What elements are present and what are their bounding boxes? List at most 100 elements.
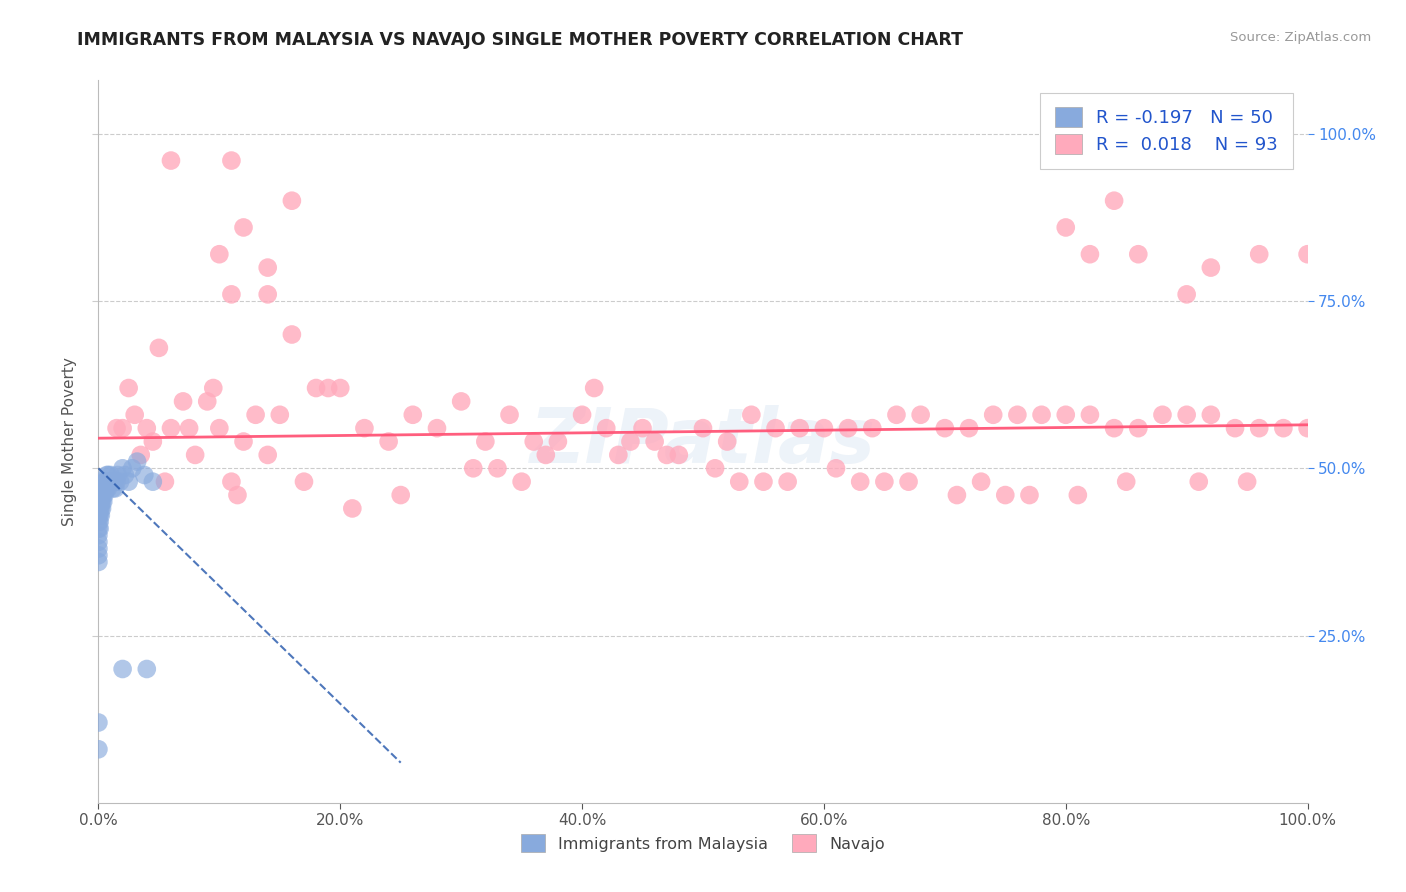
Point: [1296, 421, 1319, 435]
Point: [142, 434, 165, 449]
Point: [124, 408, 146, 422]
Point: [87, 715, 110, 730]
Point: [89, 515, 111, 529]
Point: [91, 494, 114, 508]
Point: [1188, 475, 1211, 489]
Point: [426, 421, 449, 435]
Point: [91, 488, 114, 502]
Point: [353, 421, 375, 435]
Point: [860, 421, 883, 435]
Point: [692, 421, 714, 435]
Point: [1007, 408, 1029, 422]
Point: [104, 482, 127, 496]
Point: [111, 421, 134, 435]
Point: [292, 475, 315, 489]
Point: [89, 494, 111, 508]
Point: [1128, 421, 1150, 435]
Point: [87, 521, 110, 535]
Point: [595, 421, 617, 435]
Point: [245, 408, 267, 422]
Point: [873, 475, 896, 489]
Point: [728, 475, 751, 489]
Point: [96, 467, 118, 482]
Point: [94, 475, 117, 489]
Point: [776, 475, 799, 489]
Point: [148, 341, 170, 355]
Point: [1031, 408, 1053, 422]
Point: [87, 528, 110, 542]
Point: [1175, 287, 1198, 301]
Point: [897, 475, 920, 489]
Point: [1223, 421, 1246, 435]
Point: [101, 482, 124, 496]
Point: [981, 408, 1004, 422]
Point: [121, 461, 143, 475]
Point: [91, 482, 114, 496]
Point: [316, 381, 339, 395]
Point: [994, 488, 1017, 502]
Point: [87, 508, 110, 523]
Point: [89, 501, 111, 516]
Point: [1054, 220, 1077, 235]
Point: [946, 488, 969, 502]
Point: [269, 408, 291, 422]
Point: [957, 421, 980, 435]
Point: [607, 448, 630, 462]
Point: [226, 488, 249, 502]
Point: [97, 467, 120, 482]
Point: [111, 662, 134, 676]
Point: [87, 555, 110, 569]
Point: [195, 394, 218, 409]
Point: [644, 434, 666, 449]
Point: [90, 501, 112, 516]
Point: [153, 475, 176, 489]
Point: [825, 461, 848, 475]
Point: [172, 394, 194, 409]
Point: [98, 475, 121, 489]
Point: [1054, 408, 1077, 422]
Point: [631, 421, 654, 435]
Point: [100, 475, 122, 489]
Point: [934, 421, 956, 435]
Point: [221, 153, 243, 168]
Point: [1175, 408, 1198, 422]
Point: [1152, 408, 1174, 422]
Point: [740, 408, 762, 422]
Point: [1078, 247, 1101, 261]
Point: [837, 421, 859, 435]
Point: [160, 421, 183, 435]
Point: [849, 475, 872, 489]
Point: [402, 408, 425, 422]
Point: [329, 381, 352, 395]
Point: [547, 434, 569, 449]
Point: [90, 508, 112, 523]
Point: [129, 448, 152, 462]
Point: [103, 475, 125, 489]
Text: Source: ZipAtlas.com: Source: ZipAtlas.com: [1230, 31, 1371, 45]
Point: [100, 467, 122, 482]
Point: [571, 408, 593, 422]
Point: [94, 482, 117, 496]
Point: [256, 287, 278, 301]
Point: [87, 548, 110, 563]
Point: [108, 475, 131, 489]
Point: [1128, 247, 1150, 261]
Point: [1236, 475, 1258, 489]
Point: [886, 408, 908, 422]
Point: [704, 461, 727, 475]
Point: [89, 508, 111, 523]
Point: [91, 488, 114, 502]
Point: [256, 260, 278, 275]
Point: [1102, 421, 1125, 435]
Point: [97, 482, 120, 496]
Point: [342, 501, 364, 516]
Point: [1067, 488, 1090, 502]
Point: [91, 501, 114, 516]
Point: [910, 408, 932, 422]
Point: [716, 434, 738, 449]
Point: [281, 327, 304, 342]
Point: [134, 467, 156, 482]
Point: [96, 482, 118, 496]
Point: [305, 381, 328, 395]
Point: [93, 475, 115, 489]
